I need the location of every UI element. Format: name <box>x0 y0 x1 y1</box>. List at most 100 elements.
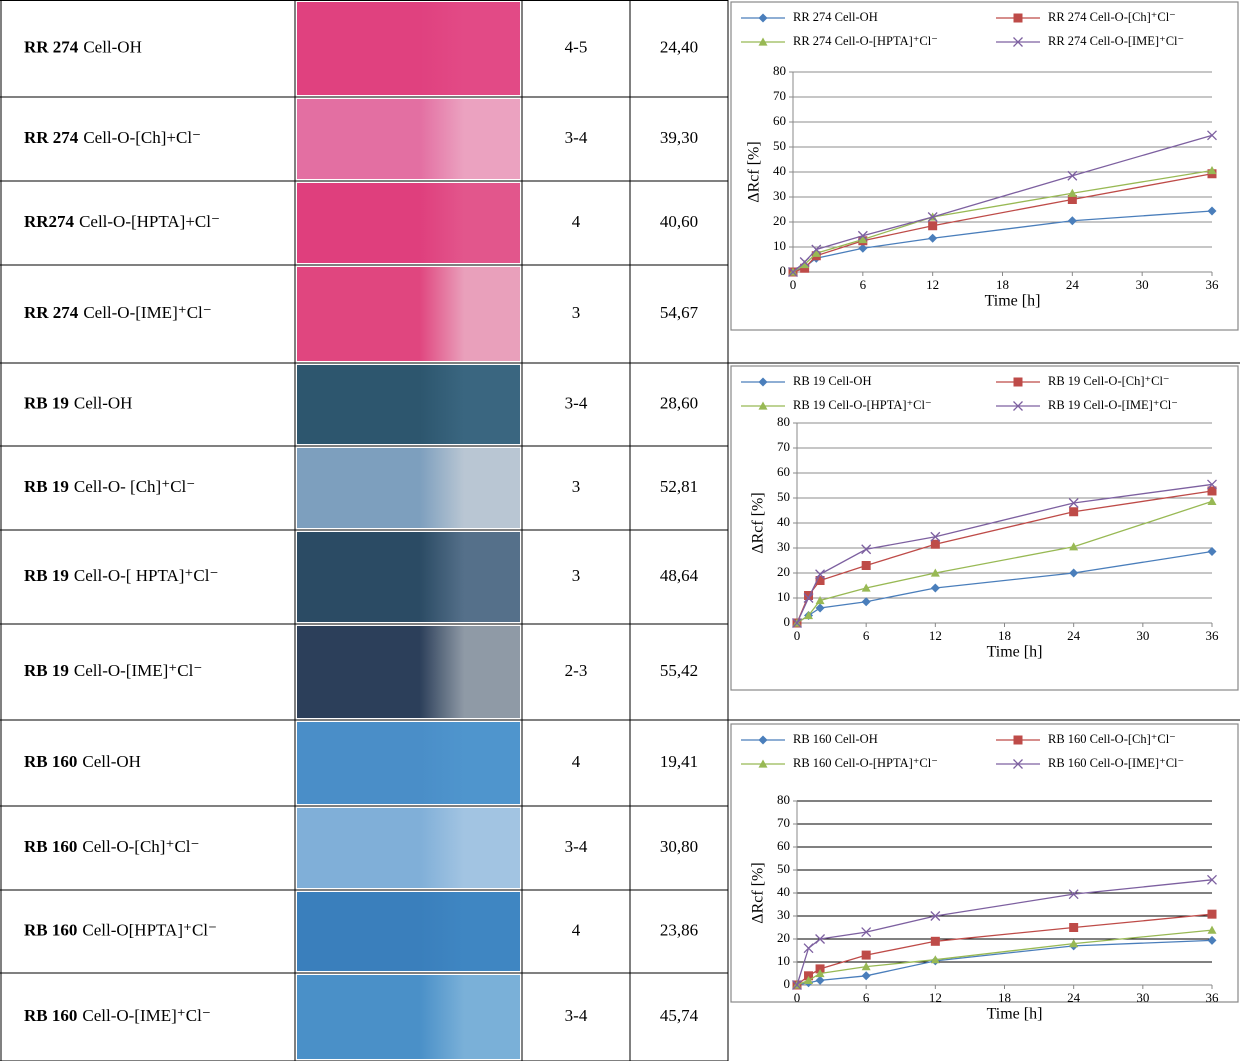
y-tick-label: 50 <box>777 489 790 504</box>
fastness-grade: 4 <box>572 212 581 231</box>
dye-name: RB 19 <box>24 566 69 585</box>
y-tick-label: 40 <box>777 884 790 899</box>
legend-label: RB 160 Cell-O-[HPTA]⁺Cl⁻ <box>793 756 938 770</box>
y-tick-label: 20 <box>773 213 786 228</box>
data-marker <box>862 561 871 570</box>
fastness-grade: 3-4 <box>565 393 588 412</box>
legend-label: RR 274 Cell-O-[IME]⁺Cl⁻ <box>1048 34 1184 48</box>
delta-value: 48,64 <box>660 566 699 585</box>
fastness-grade: 3 <box>572 477 581 496</box>
x-tick-label: 0 <box>794 990 801 1005</box>
dye-name: RR 274 <box>24 128 79 147</box>
x-axis-title: Time [h] <box>987 1006 1043 1023</box>
dye-name: RB 19 <box>24 477 69 496</box>
data-marker <box>1208 910 1217 919</box>
x-tick-label: 6 <box>863 628 870 643</box>
dye-name: RB 160 <box>24 1006 77 1025</box>
fabric-swatch <box>297 365 520 444</box>
y-tick-label: 60 <box>777 838 790 853</box>
x-tick-label: 30 <box>1136 628 1149 643</box>
data-marker <box>931 937 940 946</box>
legend-label: RR 274 Cell-O-[Ch]⁺Cl⁻ <box>1048 10 1176 24</box>
x-tick-label: 36 <box>1206 628 1220 643</box>
x-axis-title: Time [h] <box>987 644 1043 661</box>
fabric-swatch <box>297 532 520 622</box>
dye-name: RB 19 <box>24 661 69 680</box>
x-tick-label: 0 <box>790 277 797 292</box>
dye-name: RR 274 <box>24 303 79 322</box>
y-tick-label: 40 <box>773 163 786 178</box>
data-marker <box>1069 507 1078 516</box>
y-tick-label: 70 <box>777 439 790 454</box>
delta-value: 28,60 <box>660 393 698 412</box>
fastness-grade: 3 <box>572 566 581 585</box>
sample-label: RB 19 Cell-O-[ HPTA]⁺Cl⁻ <box>24 566 218 585</box>
data-marker <box>928 221 937 230</box>
fabric-name: Cell-OH <box>74 393 133 412</box>
dye-name: RB 160 <box>24 920 77 939</box>
page: {"table": {"rows": [ {"dye": "RR 274", "… <box>0 0 1240 1061</box>
x-tick-label: 24 <box>1067 628 1081 643</box>
x-tick-label: 6 <box>860 277 867 292</box>
fabric-swatch <box>297 975 520 1059</box>
delta-value: 40,60 <box>660 212 698 231</box>
x-tick-label: 12 <box>929 628 942 643</box>
fabric-swatch <box>297 99 520 179</box>
y-axis-title: ΔRcf [%] <box>750 492 767 553</box>
fabric-swatch <box>297 448 520 528</box>
x-tick-label: 18 <box>998 990 1011 1005</box>
delta-value: 54,67 <box>660 303 699 322</box>
chart-frame <box>731 2 1238 330</box>
y-tick-label: 80 <box>777 792 790 807</box>
x-axis-title: Time [h] <box>985 293 1041 310</box>
x-tick-label: 6 <box>863 990 870 1005</box>
x-tick-label: 30 <box>1136 990 1149 1005</box>
delta-value: 55,42 <box>660 661 698 680</box>
y-tick-label: 0 <box>784 614 791 629</box>
fabric-name: Cell-O-[ HPTA]⁺Cl⁻ <box>74 566 219 585</box>
y-tick-label: 30 <box>777 907 790 922</box>
x-tick-label: 36 <box>1206 990 1220 1005</box>
fabric-name: Cell-O-[IME]⁺Cl⁻ <box>83 303 211 322</box>
fastness-grade: 3-4 <box>565 837 588 856</box>
y-tick-label: 20 <box>777 564 790 579</box>
delta-value: 52,81 <box>660 477 698 496</box>
delta-value: 39,30 <box>660 128 698 147</box>
fabric-swatch <box>297 808 520 888</box>
y-tick-label: 0 <box>784 976 791 991</box>
x-tick-label: 24 <box>1066 277 1080 292</box>
chart-frame <box>731 366 1238 690</box>
fabric-name: Cell-OH <box>83 37 142 56</box>
delta-value: 30,80 <box>660 837 698 856</box>
delta-value: 24,40 <box>660 37 698 56</box>
dye-name: RB 19 <box>24 393 69 412</box>
x-tick-label: 36 <box>1206 277 1220 292</box>
delta-value: 45,74 <box>660 1006 699 1025</box>
data-marker <box>1069 923 1078 932</box>
legend-marker <box>1014 378 1023 387</box>
legend-label: RB 19 Cell-O-[HPTA]⁺Cl⁻ <box>793 398 932 412</box>
legend-label: RR 274 Cell-OH <box>793 10 878 24</box>
y-tick-label: 10 <box>777 589 790 604</box>
y-tick-label: 50 <box>777 861 790 876</box>
fastness-grade: 3 <box>572 303 581 322</box>
y-tick-label: 80 <box>773 63 786 78</box>
sample-label: RB 160 Cell-O[HPTA]⁺Cl⁻ <box>24 920 217 939</box>
sample-label: RB 19 Cell-OH <box>24 393 132 412</box>
y-tick-label: 80 <box>777 414 790 429</box>
y-tick-label: 60 <box>777 464 790 479</box>
fabric-name: Cell-O[HPTA]⁺Cl⁻ <box>82 920 217 939</box>
fastness-grade: 3-4 <box>565 128 588 147</box>
legend-label: RR 274 Cell-O-[HPTA]⁺Cl⁻ <box>793 34 938 48</box>
fastness-grade: 4-5 <box>565 37 588 56</box>
figure: RR 274Cell-OH4-524,40RR 274Cell-O-[Ch]+C… <box>0 0 1240 1061</box>
x-tick-label: 18 <box>996 277 1009 292</box>
dye-name: RB 160 <box>24 752 77 771</box>
fabric-name: Cell-O-[HPTA]+Cl⁻ <box>79 212 220 231</box>
x-tick-label: 18 <box>998 628 1011 643</box>
